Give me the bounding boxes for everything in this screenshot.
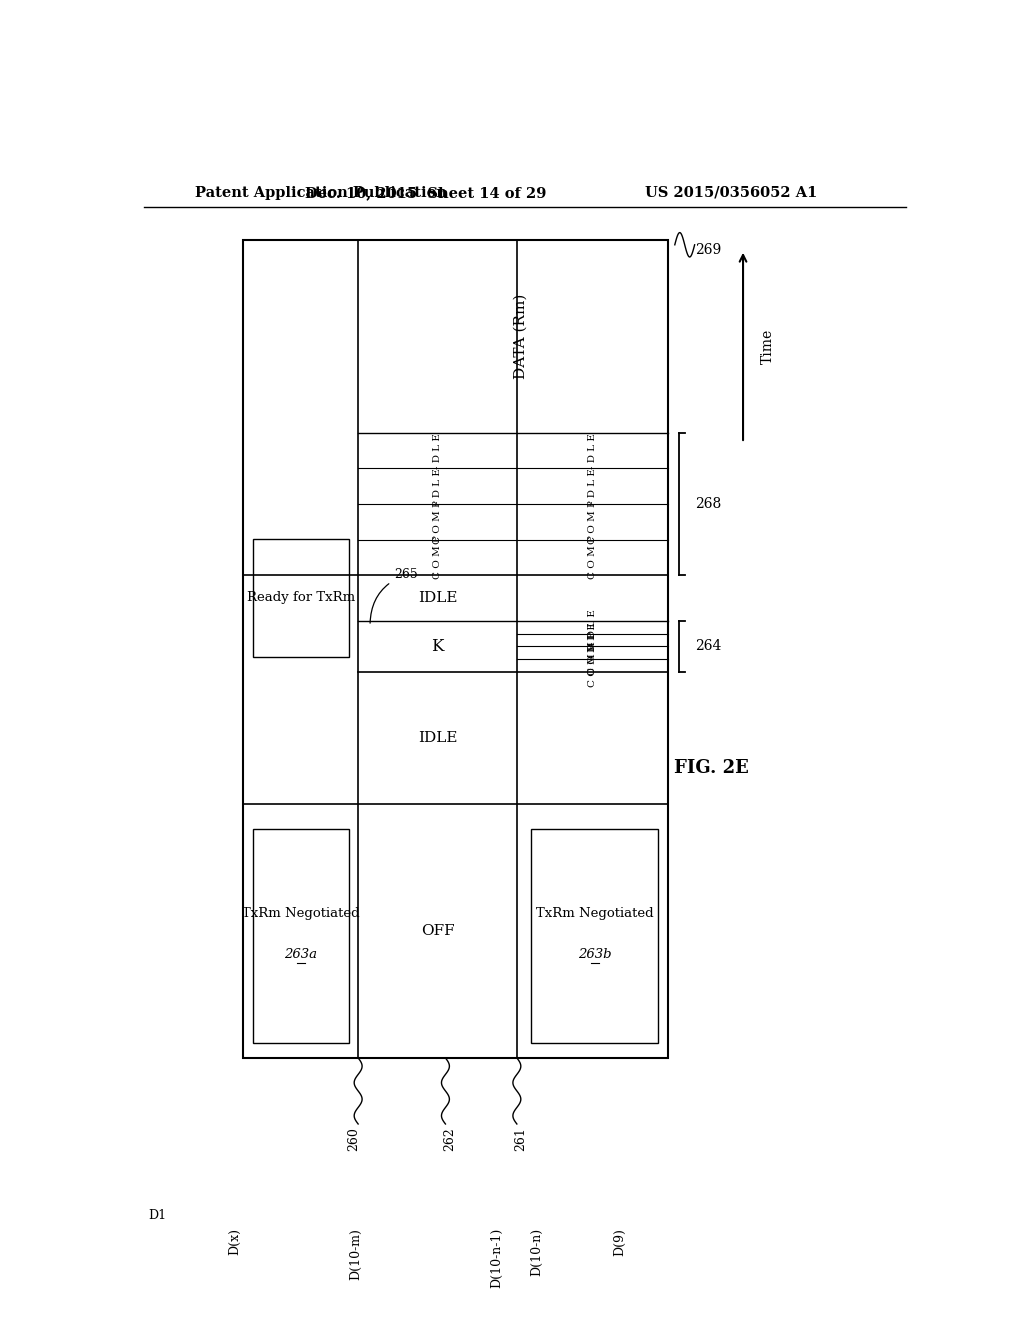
Text: 263b: 263b (578, 948, 611, 961)
Text: C O M P: C O M P (433, 500, 442, 544)
Text: - D L E: - D L E (588, 610, 597, 645)
Text: Patent Application Publication: Patent Application Publication (196, 186, 447, 199)
Text: Time: Time (761, 329, 774, 364)
Text: - D L E: - D L E (588, 469, 597, 504)
Text: Dec. 10, 2015  Sheet 14 of 29: Dec. 10, 2015 Sheet 14 of 29 (305, 186, 546, 199)
Text: D(9): D(9) (613, 1228, 627, 1255)
Text: 262: 262 (443, 1127, 456, 1151)
Text: - D L E: - D L E (433, 433, 442, 469)
Text: 263a: 263a (284, 948, 317, 961)
Text: 264: 264 (694, 639, 721, 653)
Text: 260: 260 (348, 1127, 360, 1151)
Text: DATA (Rm): DATA (Rm) (514, 293, 527, 379)
Text: - D L E: - D L E (433, 469, 442, 504)
Text: FIG. 2E: FIG. 2E (674, 759, 749, 777)
Text: D(10-m): D(10-m) (349, 1228, 362, 1279)
Text: TxRm Negotiated: TxRm Negotiated (242, 907, 359, 920)
Text: C O M P: C O M P (588, 643, 597, 688)
Text: K: K (431, 638, 443, 655)
Text: 261: 261 (514, 1127, 527, 1151)
Text: - D L E: - D L E (588, 622, 597, 657)
Text: Ready for TxRm: Ready for TxRm (247, 591, 354, 605)
Text: D(x): D(x) (228, 1228, 242, 1254)
Bar (253, 539, 348, 657)
Text: - D L E: - D L E (588, 433, 597, 469)
Text: D(10-n-1): D(10-n-1) (490, 1228, 504, 1288)
Text: IDLE: IDLE (418, 731, 458, 744)
Text: 265: 265 (370, 568, 418, 623)
Text: OFF: OFF (421, 924, 455, 939)
Text: 269: 269 (694, 243, 721, 257)
Text: IDLE: IDLE (418, 591, 458, 605)
Text: TxRm Negotiated: TxRm Negotiated (536, 907, 653, 920)
Text: D(10-n): D(10-n) (530, 1228, 543, 1275)
Bar (243, 240, 668, 1057)
Text: D1: D1 (147, 1209, 166, 1222)
Bar (253, 829, 348, 1043)
Text: C O M P: C O M P (588, 536, 597, 579)
Text: US 2015/0356052 A1: US 2015/0356052 A1 (645, 186, 817, 199)
Text: C O M P: C O M P (433, 536, 442, 579)
Text: C O M P: C O M P (588, 500, 597, 544)
Text: 268: 268 (694, 496, 721, 511)
Text: C O M P: C O M P (588, 631, 597, 675)
Bar (531, 829, 658, 1043)
